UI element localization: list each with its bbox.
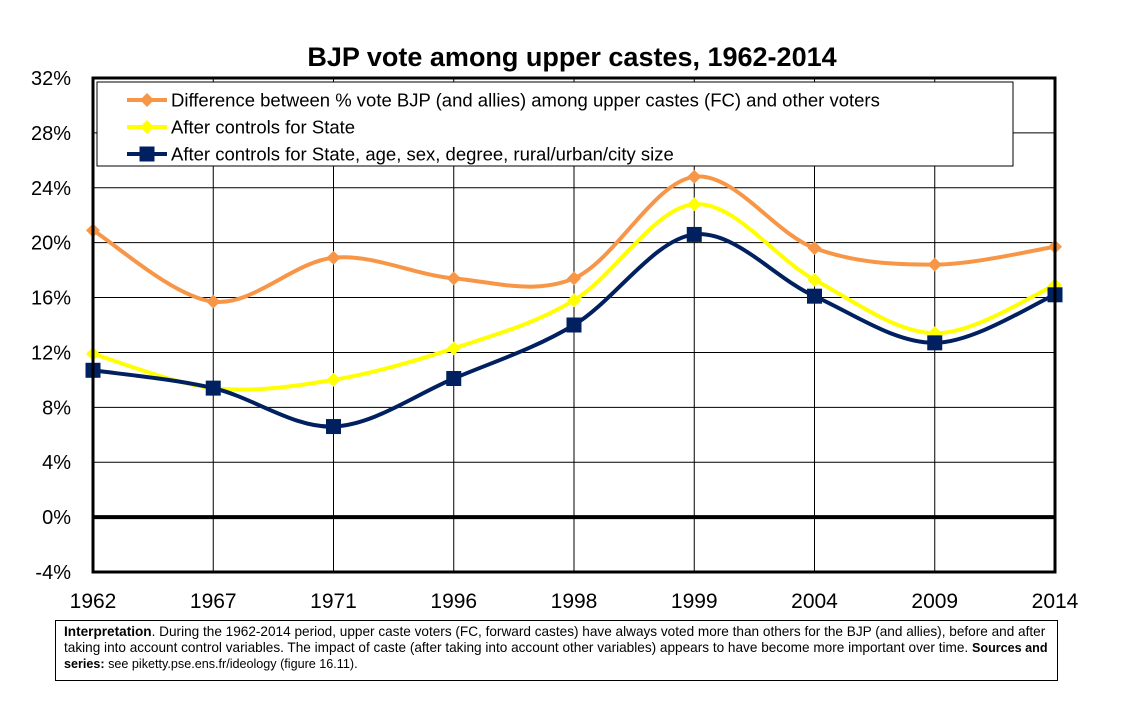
series-3-point	[446, 371, 462, 387]
note-sources-label: Sources and series:	[64, 640, 1048, 672]
legend-swatch-marker	[140, 120, 154, 134]
legend: Difference between % vote BJP (and allie…	[96, 81, 1014, 167]
chart: BJP vote among upper castes, 1962-2014 3…	[31, 42, 1079, 613]
x-tick-label: 1998	[551, 590, 598, 613]
x-tick-label: 1971	[310, 590, 357, 613]
legend-label: After controls for State	[171, 117, 355, 138]
y-tick-label: 4%	[42, 452, 71, 474]
x-tick-label: 1996	[430, 590, 477, 613]
series-layer	[85, 169, 1063, 435]
y-tick-label: 12%	[31, 342, 71, 364]
x-tick-label: 2014	[1032, 590, 1079, 613]
x-tick-label: 1967	[190, 590, 237, 613]
legend-swatch-marker	[140, 93, 154, 107]
x-tick-label: 1999	[671, 590, 718, 613]
series-2-point	[446, 341, 461, 356]
series-2-point	[687, 197, 702, 212]
series-1-point	[206, 294, 221, 309]
x-tick-label: 2004	[791, 590, 838, 613]
x-tick-label: 2009	[911, 590, 958, 613]
series-1-point	[446, 271, 461, 286]
y-tick-label: 32%	[31, 68, 71, 90]
series-3-point	[326, 419, 341, 435]
legend-swatch-marker	[139, 146, 155, 162]
y-tick-label: 0%	[42, 507, 71, 529]
legend-label: After controls for State, age, sex, degr…	[171, 144, 674, 165]
series-3-point	[686, 226, 702, 242]
series-2-point	[567, 293, 581, 308]
series-3-point	[927, 335, 943, 351]
series-3-point	[205, 380, 221, 396]
legend-label: Difference between % vote BJP (and allie…	[171, 90, 880, 111]
series-1-point	[567, 271, 581, 286]
series-1-point	[326, 250, 341, 265]
chart-title: BJP vote among upper castes, 1962-2014	[307, 42, 836, 72]
series-1-point	[927, 257, 942, 272]
y-tick-label: 28%	[31, 123, 71, 145]
x-tick-label: 1962	[70, 590, 117, 613]
series-1-point	[807, 241, 822, 256]
note-sources-text: see piketty.pse.ens.fr/ideology (figure …	[104, 657, 358, 671]
series-3-point	[566, 317, 582, 333]
note-body: . During the 1962-2014 period, upper cas…	[64, 624, 1046, 655]
series-1-point	[687, 169, 702, 184]
y-axis-labels: 32% 28% 24% 20% 16% 12% 8% 4% 0% -4%	[31, 68, 71, 584]
y-tick-label: 8%	[42, 397, 71, 419]
y-tick-label: 20%	[31, 233, 71, 255]
series-3-point	[807, 288, 822, 304]
y-tick-label: -4%	[35, 562, 71, 584]
interpretation-note: Interpretation. During the 1962-2014 per…	[55, 620, 1058, 681]
series-1	[86, 169, 1062, 309]
legend-box	[96, 81, 1014, 167]
y-tick-label: 24%	[31, 178, 71, 200]
series-2-point	[326, 372, 341, 387]
y-tick-label: 16%	[31, 288, 71, 310]
note-lead: Interpretation	[64, 624, 152, 639]
x-axis-labels: 1962 1967 1971 1996 1998 1999 2004 2009 2014	[70, 590, 1079, 613]
series-2-point	[807, 272, 822, 287]
series-3	[85, 226, 1063, 435]
plot-area-frame	[91, 76, 1057, 574]
